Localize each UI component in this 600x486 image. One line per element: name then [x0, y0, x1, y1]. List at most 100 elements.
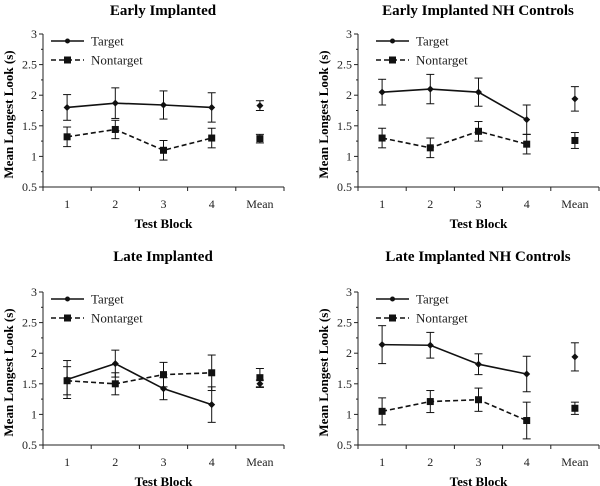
- y-tick-label: 1: [31, 149, 37, 163]
- x-tick-label: 1: [379, 455, 385, 469]
- chart-title: Late Implanted: [113, 249, 213, 265]
- data-point-target: [475, 360, 482, 368]
- data-point-nontarget: [63, 133, 71, 141]
- x-tick-label: 2: [112, 455, 118, 469]
- legend-marker: [389, 314, 396, 322]
- x-tick-label: 3: [476, 197, 482, 211]
- y-tick-label: 1: [31, 407, 37, 421]
- x-axis-label: Test Block: [135, 474, 193, 486]
- data-point-target: [378, 88, 386, 96]
- y-tick-label: 2.5: [22, 316, 37, 330]
- data-point-nontarget: [571, 136, 579, 144]
- legend-label: Target: [416, 34, 449, 49]
- x-axis-label: Test Block: [450, 474, 508, 486]
- x-tick-label: 1: [64, 197, 70, 211]
- data-point-nontarget: [426, 144, 434, 152]
- legend-marker: [390, 38, 395, 44]
- data-point-nontarget: [523, 417, 531, 425]
- y-axis-label: Mean Longest Look (s): [1, 50, 16, 178]
- series-line-target: [382, 343, 527, 375]
- data-point-nontarget: [160, 371, 167, 379]
- data-point-target: [160, 101, 167, 109]
- series-line-target: [382, 88, 528, 121]
- chart-title: Early Implanted NH Controls: [382, 3, 574, 19]
- legend-marker: [64, 56, 71, 64]
- data-point-nontarget: [63, 377, 71, 385]
- x-tick-label: 3: [476, 455, 482, 469]
- data-point-nontarget: [208, 369, 216, 377]
- y-tick-label: 3: [31, 285, 37, 299]
- data-point-nontarget: [208, 134, 216, 142]
- legend-marker: [389, 56, 396, 64]
- series-line-target: [66, 362, 212, 406]
- legend-label: Nontarget: [416, 311, 468, 326]
- x-tick-label: Mean: [561, 455, 588, 469]
- data-point-nontarget: [523, 140, 531, 148]
- data-point-nontarget: [475, 396, 482, 404]
- y-tick-label: 3: [346, 27, 352, 41]
- data-point-nontarget: [111, 380, 119, 388]
- series-line-nontarget: [381, 398, 528, 422]
- y-tick-label: 2: [31, 346, 37, 360]
- data-point-target: [523, 370, 531, 378]
- chart-title: Early Implanted: [110, 3, 217, 19]
- y-tick-label: 0.5: [337, 438, 352, 452]
- data-point-nontarget: [378, 407, 386, 415]
- data-point-target: [208, 401, 216, 409]
- y-tick-label: 1: [346, 149, 352, 163]
- x-axis-label: Test Block: [135, 216, 193, 231]
- x-tick-label: Mean: [246, 455, 273, 469]
- data-point-target: [523, 116, 531, 124]
- panel-1: Early Implanted 0.5 1 1.5 2 2.5 3 1 2 3 4 Mean Test …: [1, 3, 285, 231]
- x-tick-label: Mean: [246, 197, 273, 211]
- data-point-nontarget: [571, 404, 579, 412]
- y-tick-label: 1: [346, 407, 352, 421]
- panel-3: Late Implanted 0.5 1 1.5 2 2.5 3 1 2 3 4 Mean Test B…: [1, 249, 285, 486]
- x-tick-label: 2: [112, 197, 118, 211]
- data-point-nontarget: [426, 398, 434, 406]
- series-line-nontarget: [67, 371, 212, 385]
- y-tick-label: 0.5: [337, 180, 352, 194]
- legend-marker: [64, 314, 71, 322]
- y-tick-label: 2.5: [337, 316, 352, 330]
- legend-marker: [390, 296, 395, 302]
- panel-2: Early Implanted NH Controls 0.5 1 1.5 2 2.5 3 1…: [316, 3, 600, 231]
- data-point-nontarget: [160, 146, 167, 154]
- x-axis-label: Test Block: [450, 216, 508, 231]
- y-tick-label: 2: [346, 346, 352, 360]
- legend-label: Nontarget: [91, 311, 143, 326]
- data-point-nontarget: [475, 127, 482, 135]
- data-point-nontarget: [256, 135, 264, 143]
- x-tick-label: 1: [379, 197, 385, 211]
- legend-marker: [65, 296, 70, 302]
- data-point-target: [571, 95, 579, 103]
- y-axis-label: Mean Longest Look (s): [1, 308, 16, 436]
- data-point-target: [256, 102, 264, 110]
- legend-label: Target: [91, 292, 124, 307]
- y-tick-label: 2: [346, 88, 352, 102]
- x-tick-label: 4: [209, 455, 215, 469]
- x-tick-label: 4: [524, 455, 530, 469]
- data-point-target: [475, 88, 482, 96]
- x-tick-label: 3: [161, 455, 167, 469]
- data-point-target: [426, 85, 434, 93]
- data-point-nontarget: [378, 134, 386, 142]
- legend-label: Target: [416, 292, 449, 307]
- data-point-target: [63, 103, 71, 111]
- data-point-target: [426, 341, 434, 349]
- x-tick-label: 2: [427, 197, 433, 211]
- x-tick-label: 2: [427, 455, 433, 469]
- chart-title: Late Implanted NH Controls: [385, 249, 570, 265]
- y-tick-label: 1.5: [22, 119, 37, 133]
- series-line-target: [67, 102, 212, 109]
- y-tick-label: 2.5: [337, 58, 352, 72]
- data-point-target: [111, 360, 119, 368]
- y-tick-label: 1.5: [337, 377, 352, 391]
- data-point-target: [378, 341, 386, 349]
- legend-label: Nontarget: [91, 53, 143, 68]
- y-tick-label: 3: [31, 27, 37, 41]
- series-line-nontarget: [381, 130, 527, 149]
- series-line-nontarget: [66, 128, 212, 152]
- x-tick-label: 4: [209, 197, 215, 211]
